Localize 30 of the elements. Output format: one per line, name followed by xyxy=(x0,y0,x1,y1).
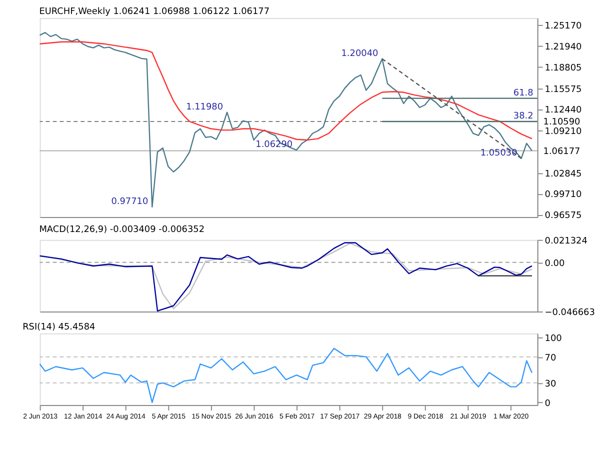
ref-line-label: 1.06177 xyxy=(543,146,580,157)
y-tick-label: 0 xyxy=(544,398,551,409)
annotation: 1.05030 xyxy=(480,148,518,158)
y-tick-label: 1.12440 xyxy=(544,106,582,116)
y-tick-label: 1.21940 xyxy=(544,42,582,53)
line-series xyxy=(39,41,533,141)
y-tick-label: 1.15575 xyxy=(544,84,582,95)
y-tick-label: 0.021324 xyxy=(544,236,588,246)
chart-title: RSI(14) 45.4584 xyxy=(22,322,96,332)
annotation: 0.97710 xyxy=(111,196,148,207)
y-tick-label: 1.02845 xyxy=(544,169,582,180)
y-tick-label: 1.25170 xyxy=(544,21,582,32)
chart-title: EURCHF,Weekly 1.06241 1.06988 1.06122 1.06177 xyxy=(39,6,270,17)
annotation: 1.20040 xyxy=(341,48,378,59)
y-tick-label: −0.046663 xyxy=(544,308,595,318)
annotation: 61.8 xyxy=(513,88,534,98)
y-tick-label: 0.99710 xyxy=(544,190,582,200)
line-series xyxy=(39,348,533,404)
y-tick-label: 100 xyxy=(544,334,562,344)
annotation: 1.11980 xyxy=(186,102,224,112)
y-tick-label: 70 xyxy=(544,353,556,364)
y-tick-label: 0.00 xyxy=(544,258,565,269)
chart-title: MACD(12,26,9) -0.003409 -0.006352 xyxy=(39,224,205,235)
y-tick-label: 1.18805 xyxy=(544,64,582,74)
y-tick-label: 30 xyxy=(544,379,556,390)
annotation: 38.2 xyxy=(513,112,534,122)
y-tick-label: 1.09210 xyxy=(544,127,582,138)
ref-line-label: 1.10590 xyxy=(543,118,581,128)
line-series xyxy=(39,32,533,208)
y-tick-label: 0.96575 xyxy=(544,210,582,221)
